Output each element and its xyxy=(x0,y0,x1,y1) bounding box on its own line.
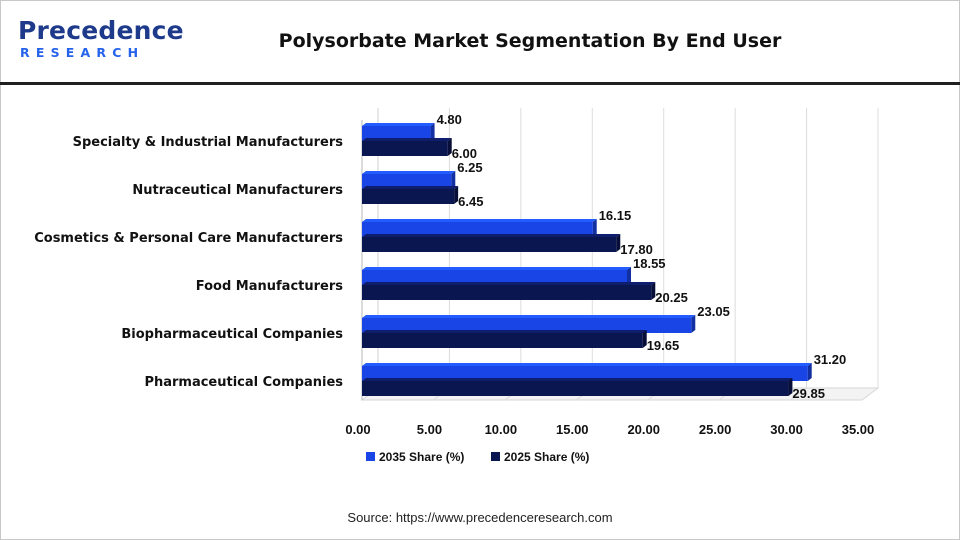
bar-2025 xyxy=(362,381,789,396)
bar-2035 xyxy=(362,126,431,141)
bar-2025-end xyxy=(788,378,793,396)
chart-title: Polysorbate Market Segmentation By End U… xyxy=(278,30,782,52)
bar-2025 xyxy=(362,285,652,300)
x-tick-label: 35.00 xyxy=(842,422,875,437)
legend-swatch-2025 xyxy=(491,452,500,461)
header: Precedence RESEARCH Polysorbate Market S… xyxy=(0,0,960,82)
x-tick-label: 5.00 xyxy=(417,422,442,437)
value-label-2035: 4.80 xyxy=(437,112,462,127)
bar-2025-end xyxy=(642,330,647,348)
value-label-2035: 23.05 xyxy=(697,304,730,319)
x-tick-label: 0.00 xyxy=(345,422,370,437)
bar-2035-top xyxy=(362,363,812,366)
value-label-2025: 17.80 xyxy=(620,242,653,257)
category-label: Specialty & Industrial Manufacturers xyxy=(73,135,344,150)
bar-2025-top xyxy=(362,234,621,237)
x-tick-label: 15.00 xyxy=(556,422,589,437)
bar-2035-end xyxy=(807,363,812,381)
x-tick-label: 20.00 xyxy=(627,422,660,437)
value-label-2025: 6.00 xyxy=(452,146,477,161)
bar-2035-top xyxy=(362,219,597,222)
bar-2035-end xyxy=(451,171,456,189)
bar-2025-end xyxy=(447,138,452,156)
bar-2025-top xyxy=(362,378,793,381)
bar-2025 xyxy=(362,237,617,252)
value-label-2035: 16.15 xyxy=(599,208,632,223)
bar-2035-end xyxy=(592,219,597,237)
legend-label-2025: 2025 Share (%) xyxy=(504,450,589,464)
category-label: Nutraceutical Manufacturers xyxy=(132,183,343,198)
bar-2025 xyxy=(362,141,448,156)
bar-2035-top xyxy=(362,171,456,174)
brand-logo: Precedence RESEARCH xyxy=(18,16,184,66)
bar-2025 xyxy=(362,189,455,204)
bar-2035 xyxy=(362,366,808,381)
value-label-2025: 20.25 xyxy=(655,290,688,305)
bar-2035-end xyxy=(691,315,696,333)
value-label-2035: 18.55 xyxy=(633,256,666,271)
bar-2025 xyxy=(362,333,643,348)
bar-2035 xyxy=(362,270,627,285)
bar-2035 xyxy=(362,318,692,333)
value-label-2025: 6.45 xyxy=(458,194,483,209)
value-label-2035: 31.20 xyxy=(814,352,847,367)
legend-label-2035: 2035 Share (%) xyxy=(379,450,464,464)
bar-2035-top xyxy=(362,123,435,126)
x-tick-label: 30.00 xyxy=(770,422,803,437)
category-label: Cosmetics & Personal Care Manufacturers xyxy=(34,231,343,246)
value-label-2025: 19.65 xyxy=(647,338,680,353)
value-label-2035: 6.25 xyxy=(457,160,482,175)
bar-2035-end xyxy=(430,123,435,141)
header-divider xyxy=(0,82,960,85)
category-label: Pharmaceutical Companies xyxy=(144,375,343,390)
gridline-floor xyxy=(790,387,807,401)
source-note: Source: https://www.precedenceresearch.c… xyxy=(347,510,613,525)
bar-2025-top xyxy=(362,138,452,141)
bar-2025-end xyxy=(651,282,656,300)
x-tick-label: 10.00 xyxy=(485,422,518,437)
gridline-floor xyxy=(861,387,879,401)
bar-2035 xyxy=(362,222,593,237)
category-label: Food Manufacturers xyxy=(196,279,344,294)
bar-2035-end xyxy=(627,267,631,285)
legend-swatch-2035 xyxy=(366,452,375,461)
category-label: Biopharmaceutical Companies xyxy=(121,327,343,342)
bar-2025-top xyxy=(362,186,459,189)
bar-2035-top xyxy=(362,315,696,318)
logo-subtitle: RESEARCH xyxy=(20,45,145,60)
bar-2035 xyxy=(362,174,452,189)
bar-2025-top xyxy=(362,330,647,333)
logo-wordmark: Precedence xyxy=(18,16,184,45)
x-tick-label: 25.00 xyxy=(699,422,732,437)
bar-2025-end xyxy=(454,186,459,204)
bar-2025-top xyxy=(362,282,656,285)
bar-2025-end xyxy=(616,234,621,252)
value-label-2025: 29.85 xyxy=(792,386,825,401)
bar-2035-top xyxy=(362,267,631,270)
